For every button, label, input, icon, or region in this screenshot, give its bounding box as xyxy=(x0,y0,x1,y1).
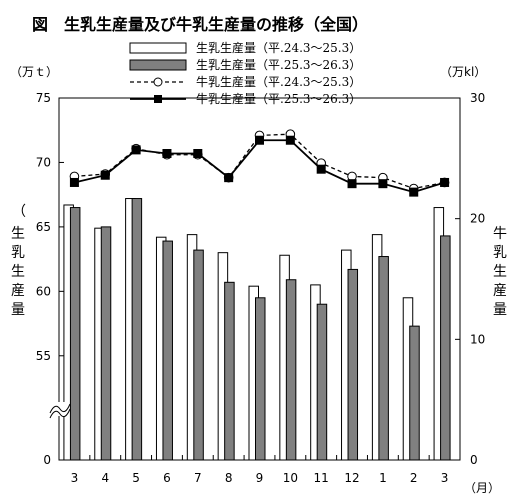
chart-title: 図 生乳生産量及び牛乳生産量の推移（全国） xyxy=(32,15,368,34)
bar-curr-year xyxy=(285,279,297,461)
x-tick-label: 5 xyxy=(132,471,140,485)
right-axis-label-char: 乳 xyxy=(493,245,507,261)
bar-curr-year xyxy=(224,281,235,461)
legend-swatch xyxy=(129,59,187,71)
x-tick-label: 11 xyxy=(314,471,329,485)
right-tick-label: 30 xyxy=(470,91,485,105)
right-axis-label-char: 牛 xyxy=(493,226,507,242)
left-tick-label: 65 xyxy=(36,220,51,234)
bar-curr-year xyxy=(131,198,143,461)
left-axis-label-char: 乳 xyxy=(11,245,25,261)
left-tick-label: 60 xyxy=(36,284,51,298)
marker-curr-year xyxy=(285,135,295,145)
legend-label: 牛乳生産量（平.24.3～25.3） xyxy=(196,74,361,89)
right-axis-label-char: 生 xyxy=(493,264,507,280)
axis-break-mark xyxy=(49,402,71,419)
x-axis-ticks: 3 4 5 6 7 8 9 10 11 12 1 2 3 xyxy=(71,455,449,485)
bar-series xyxy=(63,198,451,461)
x-axis-unit: （月） xyxy=(464,481,500,495)
left-axis-ticks: 75 70 65 60 55 0 xyxy=(36,91,64,467)
left-axis-label-char: 生 xyxy=(11,226,25,242)
bar-curr-year xyxy=(255,297,266,461)
bar-curr-year xyxy=(409,325,420,461)
x-tick-label: 6 xyxy=(163,471,171,485)
x-tick-label: 2 xyxy=(410,471,418,485)
x-tick-label: 1 xyxy=(379,471,387,485)
left-axis-label-char: 生 xyxy=(11,264,25,280)
x-tick-label: 3 xyxy=(71,471,79,485)
bar-curr-year xyxy=(69,207,81,461)
right-axis-unit: （万kl） xyxy=(440,65,486,79)
left-axis-label-char: 産 xyxy=(11,283,25,299)
legend-marker xyxy=(154,95,162,103)
x-tick-label: 7 xyxy=(194,471,202,485)
legend-swatch xyxy=(129,42,187,54)
x-tick-label: 3 xyxy=(441,471,449,485)
marker-curr-year xyxy=(316,164,326,174)
bar-curr-year xyxy=(440,235,451,461)
marker-curr-year xyxy=(131,145,141,155)
marker-curr-year xyxy=(69,177,79,187)
line-series xyxy=(69,129,450,197)
marker-curr-year xyxy=(440,177,450,187)
bar-curr-year xyxy=(378,256,389,461)
legend: 生乳生産量（平.24.3～25.3） 生乳生産量（平.25.3～26.3） 牛乳生産… xyxy=(129,40,361,106)
line-curr-year xyxy=(74,139,445,194)
marker-curr-year xyxy=(100,170,110,180)
marker-curr-year xyxy=(224,173,234,183)
marker-curr-year xyxy=(255,135,264,145)
legend-marker xyxy=(153,77,163,87)
marker-curr-year xyxy=(347,179,357,189)
left-axis-label: （生乳生産量 xyxy=(11,204,26,318)
x-tick-label: 12 xyxy=(344,471,359,485)
bar-curr-year xyxy=(100,226,112,461)
marker-curr-year xyxy=(193,149,203,159)
left-axis-label-char: 量 xyxy=(11,302,25,318)
right-axis-label-char: 産 xyxy=(493,283,507,299)
right-tick-label: 0 xyxy=(470,453,478,467)
legend-label: 生乳生産量（平.25.3～26.3） xyxy=(196,57,361,72)
bar-curr-year xyxy=(316,303,328,461)
right-tick-label: 20 xyxy=(470,212,485,226)
marker-curr-year xyxy=(378,179,388,189)
bar-curr-year xyxy=(347,268,359,461)
legend-label: 生乳生産量（平.24.3～25.3） xyxy=(196,40,361,55)
right-axis-ticks: 30 20 10 0 xyxy=(455,91,485,467)
left-tick-label: 75 xyxy=(36,91,51,105)
left-axis-unit: （万ｔ） xyxy=(10,65,58,79)
bar-curr-year xyxy=(193,249,204,461)
x-tick-label: 8 xyxy=(225,471,233,485)
right-axis-label-char: 量 xyxy=(493,302,507,318)
marker-curr-year xyxy=(409,187,419,197)
x-tick-label: 4 xyxy=(101,471,109,485)
left-tick-label: 70 xyxy=(36,155,51,169)
marker-curr-year xyxy=(162,149,172,159)
x-tick-label: 10 xyxy=(283,471,298,485)
x-tick-label: 9 xyxy=(256,471,264,485)
left-tick-label: 0 xyxy=(43,453,51,467)
right-tick-label: 10 xyxy=(470,332,485,346)
right-axis-label: 牛乳生産量 xyxy=(493,226,507,318)
bar-curr-year xyxy=(162,240,173,461)
left-axis-label-paren: （ xyxy=(12,204,26,220)
left-tick-label: 55 xyxy=(36,349,51,363)
